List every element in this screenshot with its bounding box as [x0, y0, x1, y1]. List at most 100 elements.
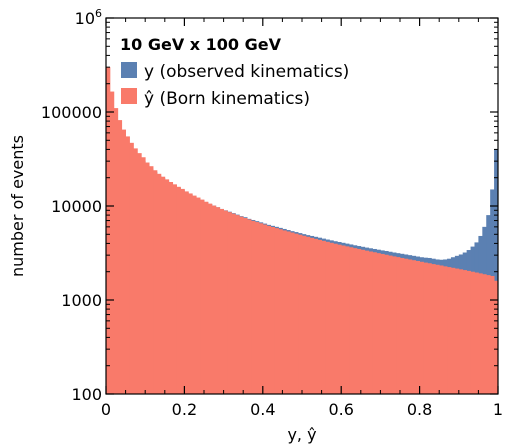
born-bar — [482, 274, 487, 394]
born-bar — [388, 255, 393, 394]
born-bar — [207, 203, 213, 394]
born-bar — [254, 222, 260, 394]
born-bar — [251, 220, 256, 394]
born-bar — [137, 153, 142, 394]
y-tick-label: 106 — [75, 7, 102, 28]
born-bar — [462, 270, 468, 394]
born-bar — [349, 247, 354, 394]
born-bar — [470, 271, 475, 394]
born-bar — [145, 162, 150, 394]
born-bar — [176, 186, 181, 394]
born-bar — [403, 258, 409, 394]
born-bar — [341, 245, 346, 394]
born-bar — [333, 243, 338, 394]
born-series-bars — [106, 67, 499, 395]
born-bar — [400, 257, 405, 394]
born-bar — [337, 244, 342, 394]
born-bar — [247, 219, 252, 394]
born-bar — [200, 199, 205, 394]
born-bar — [439, 265, 444, 394]
born-bar — [290, 232, 295, 394]
born-bar — [478, 273, 483, 394]
born-bar — [172, 184, 177, 394]
born-bar — [356, 248, 362, 394]
y-tick-label: 100000 — [41, 103, 102, 122]
born-bar — [109, 91, 115, 394]
born-bar — [294, 233, 299, 394]
legend-title: 10 GeV x 100 GeV — [120, 35, 282, 54]
born-bar — [274, 228, 279, 394]
born-bar — [270, 226, 275, 394]
born-bar — [153, 170, 158, 394]
born-bar — [368, 251, 373, 394]
born-bar — [345, 246, 350, 394]
y-tick-label: 100 — [71, 385, 102, 404]
born-bar — [168, 182, 174, 394]
born-bar — [384, 254, 389, 394]
born-bar — [282, 230, 287, 394]
x-tick-label: 0.4 — [250, 400, 275, 419]
born-bar — [239, 216, 244, 394]
born-bar — [192, 195, 197, 394]
born-bar — [443, 266, 448, 394]
born-bar — [298, 234, 303, 394]
born-bar — [243, 218, 248, 394]
legend: 10 GeV x 100 GeV y (observed kinematics)… — [120, 35, 349, 109]
born-bar — [129, 142, 134, 394]
x-axis-ticks: 0 0.2 0.4 0.6 0.8 1 — [101, 18, 503, 419]
born-bar — [392, 256, 397, 394]
born-bar — [313, 238, 319, 394]
born-bar — [474, 272, 479, 394]
born-bar — [266, 225, 272, 394]
born-bar — [431, 264, 436, 394]
legend-swatch-observed — [121, 62, 137, 78]
y-tick-label: 1000 — [61, 291, 102, 310]
x-axis-label: y, ŷ — [287, 425, 316, 444]
born-bar — [106, 67, 111, 395]
born-bar — [486, 275, 491, 394]
born-bar — [113, 108, 119, 395]
born-bar — [258, 223, 264, 394]
born-bar — [396, 257, 401, 394]
born-bar — [419, 261, 424, 394]
born-bar — [196, 197, 201, 394]
born-bar — [458, 269, 464, 394]
y-axis-label: number of events — [8, 135, 27, 277]
born-bar — [364, 250, 370, 394]
born-bar — [278, 229, 283, 394]
born-bar — [121, 129, 126, 394]
born-bar — [380, 253, 385, 394]
born-bar — [156, 173, 162, 394]
born-bar — [180, 188, 185, 394]
born-bar — [215, 207, 221, 394]
born-bar — [325, 241, 330, 394]
born-bar — [219, 208, 224, 394]
born-bar — [435, 264, 440, 394]
born-bar — [454, 268, 460, 394]
legend-swatch-born — [121, 88, 137, 104]
born-bar — [490, 276, 495, 394]
born-bar — [235, 215, 240, 394]
born-bar — [407, 259, 413, 394]
y-axis-ticks: 100 1000 10000 100000 106 — [41, 7, 498, 404]
born-bar — [466, 270, 471, 394]
x-tick-label: 0 — [101, 400, 111, 419]
born-bar — [184, 191, 189, 394]
born-bar — [329, 242, 334, 394]
born-bar — [376, 253, 381, 394]
born-bar — [117, 120, 123, 394]
born-bar — [317, 239, 322, 394]
born-bar — [415, 260, 420, 394]
born-bar — [231, 213, 236, 394]
y-tick-label: 10000 — [51, 197, 102, 216]
born-bar — [302, 235, 307, 394]
born-bar — [360, 249, 366, 394]
born-bar — [450, 267, 456, 394]
born-bar — [133, 148, 138, 394]
born-bar — [204, 201, 209, 394]
born-bar — [223, 210, 228, 394]
born-bar — [125, 136, 130, 394]
born-bar — [427, 263, 432, 394]
x-tick-label: 0.6 — [328, 400, 353, 419]
